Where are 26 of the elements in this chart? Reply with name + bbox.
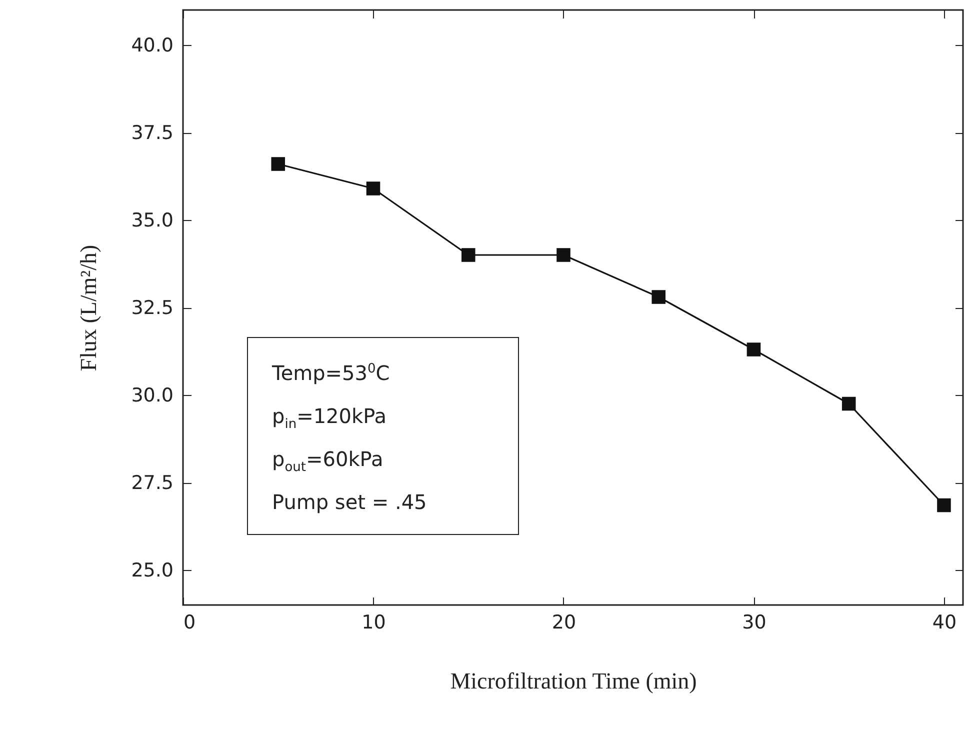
point <box>271 157 286 171</box>
x-tick-label: 0 <box>184 612 196 634</box>
y-axis-title: Flux (L/m²/h) <box>76 244 102 372</box>
annotation: Temp=53$^{0}$C <box>272 360 391 387</box>
x-tick-label: 10 <box>362 612 386 634</box>
annotation: p$_{in}$=120kPa <box>272 403 388 434</box>
y-tick-label: 35.0 <box>131 210 174 232</box>
point <box>937 498 951 512</box>
y-tick-label: 25.0 <box>131 560 174 582</box>
point <box>556 248 570 262</box>
y-tick-label: 27.5 <box>131 472 174 494</box>
x-axis-title: Microfiltration Time (min) <box>450 668 697 694</box>
y-tick-label: 32.5 <box>131 297 174 319</box>
x-tick-label: 30 <box>742 612 766 634</box>
point <box>652 290 666 304</box>
y-tick-label: 37.5 <box>131 122 174 144</box>
point <box>461 248 476 262</box>
x-tick-label: 20 <box>552 612 576 634</box>
annotation: Pump set = .45 <box>272 489 428 516</box>
point <box>842 396 856 411</box>
annotation: p$_{out}$=60kPa <box>272 446 384 477</box>
point <box>366 182 380 196</box>
point <box>746 342 761 356</box>
x-tick-label: 40 <box>932 612 957 634</box>
y-tick-label: 40.0 <box>131 34 174 56</box>
y-tick-label: 30.0 <box>131 384 174 406</box>
